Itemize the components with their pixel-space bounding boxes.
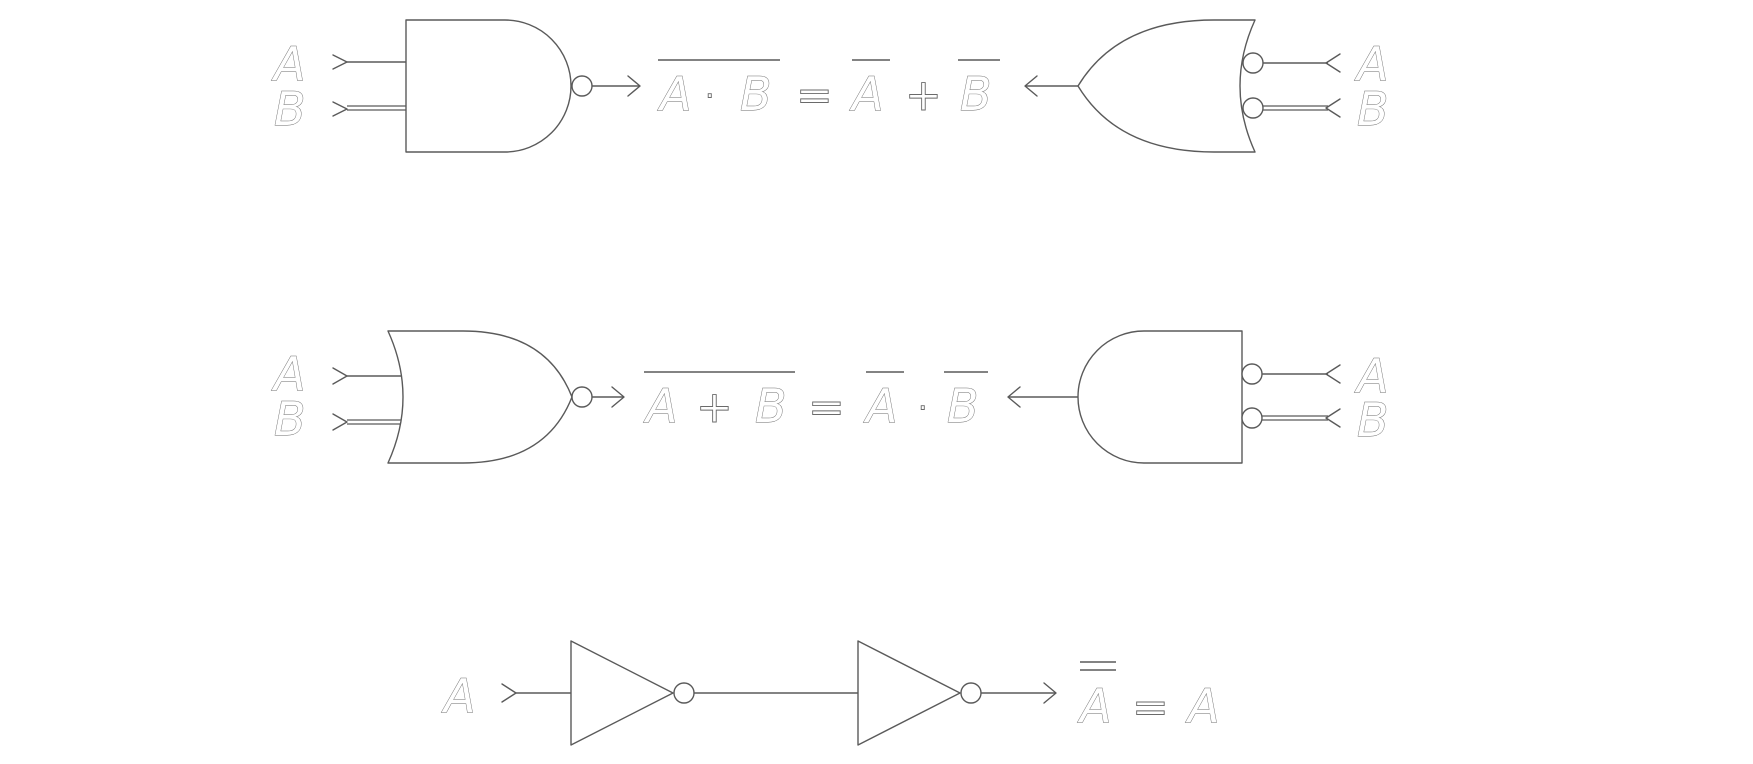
row1-right-input-b-label: B [1357, 82, 1389, 136]
row2-input-b-label: B [274, 392, 306, 446]
row2-right-input-b-label: B [1357, 393, 1389, 447]
row2-lhs-op: + [696, 382, 733, 433]
row3-lhs-a: A [1077, 679, 1111, 733]
row2-input-a-arrow [332, 367, 348, 385]
row2-and-gate [1077, 330, 1243, 464]
row2-rhs-a: A [863, 379, 897, 433]
row3-rhs-a: A [1185, 679, 1219, 733]
row2-nor-gate [387, 330, 573, 464]
row1-rhs-op: + [905, 70, 942, 121]
row2-rhs-b: B [947, 379, 979, 433]
row1-right-input-b-arrow [1325, 98, 1341, 118]
row1-lhs-b: B [740, 67, 772, 121]
row1-lhs-op: · [705, 79, 715, 114]
row-3-double-negation: A A = A [441, 640, 1220, 746]
row1-nand-bubble [571, 75, 593, 97]
row1-rhs-b: B [960, 67, 992, 121]
row3-output-arrowhead [1043, 682, 1057, 704]
row-1-nand-equivalence: A B A · B = A + B [271, 19, 1389, 153]
row1-input-b-label: B [274, 82, 306, 136]
row1-rhs-a: A [849, 67, 883, 121]
row2-and-bubble-b [1241, 407, 1263, 429]
row1-or-bubble-b [1242, 97, 1264, 119]
row1-right-arrowhead [1024, 75, 1038, 97]
row2-output-arrowhead [611, 386, 625, 408]
row2-lhs-a: A [643, 379, 677, 433]
row3-input-a-label: A [441, 669, 475, 723]
row2-lhs-b: B [755, 379, 787, 433]
row1-or-bubble-a [1242, 52, 1264, 74]
row1-nand-gate [405, 19, 572, 153]
row3-inverter-1 [570, 640, 674, 746]
row1-equals: = [796, 70, 833, 121]
row3-inverter-2-bubble [960, 682, 982, 704]
row-2-nor-equivalence: A B A + B = A · B A B [271, 330, 1389, 464]
row2-right-input-a-arrow [1325, 364, 1341, 384]
row2-and-bubble-a [1241, 363, 1263, 385]
row1-output-arrowhead [627, 75, 641, 97]
row1-input-a-arrow [332, 54, 348, 70]
row2-rhs-op: · [918, 391, 928, 426]
row3-inverter-2 [857, 640, 961, 746]
row1-input-a-label: A [271, 37, 305, 91]
row2-equals: = [808, 382, 845, 433]
row2-input-b-arrow [332, 413, 348, 431]
row1-input-b-arrow [332, 101, 348, 117]
row3-inverter-1-bubble [673, 682, 695, 704]
row2-nor-bubble [571, 386, 593, 408]
row3-equals: = [1132, 682, 1169, 733]
row1-right-input-a-label: A [1354, 37, 1388, 91]
row2-right-arrowhead [1007, 386, 1021, 408]
row1-lhs-a: A [657, 67, 691, 121]
row3-input-arrow [501, 683, 517, 703]
row1-right-input-a-arrow [1325, 53, 1341, 73]
row2-right-input-a-label: A [1354, 349, 1388, 403]
row2-right-input-b-arrow [1325, 408, 1341, 428]
row1-or-gate [1077, 19, 1256, 153]
row2-input-a-label: A [271, 347, 305, 401]
